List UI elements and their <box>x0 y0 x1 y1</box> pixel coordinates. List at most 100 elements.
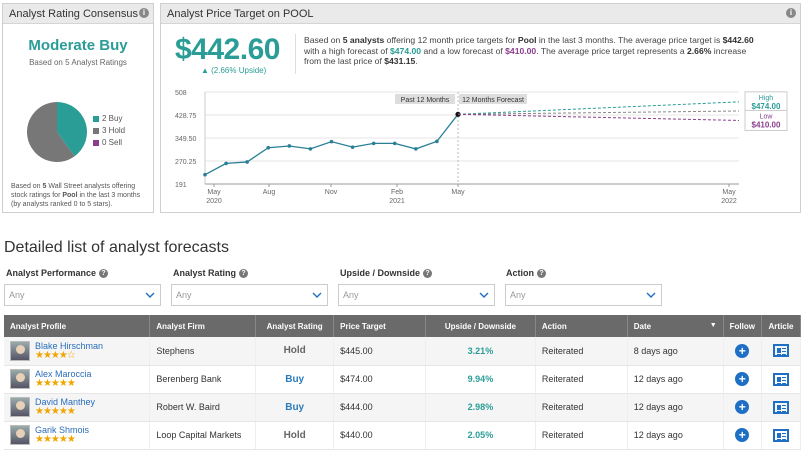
y-tick-label: 508 <box>175 90 187 97</box>
price-target-panel: Analyst Price Target on POOL i $442.60 ▲… <box>160 3 801 213</box>
cell-upside: 2.98% <box>425 393 536 422</box>
cell-profile: Blake Hirschman ★★★★☆ <box>4 337 151 366</box>
desc-last-price: $431.15 <box>384 56 416 66</box>
article-icon[interactable] <box>772 344 789 358</box>
footnote-text-2: Wall Street analysts offering stock rati… <box>11 183 136 199</box>
cell-profile: David Manthey ★★★★★ <box>4 393 151 422</box>
article-icon[interactable] <box>772 372 789 386</box>
filter-label-action: Action? <box>506 268 546 278</box>
avatar[interactable] <box>10 369 30 389</box>
col-upside-downside[interactable]: Upside / Downside <box>425 315 536 337</box>
forecast-low-line <box>457 113 740 121</box>
cell-upside: 2.05% <box>425 421 536 450</box>
filter-select-performance[interactable]: Any <box>4 284 161 306</box>
footnote-text-3: in the last 3 months (by analysts ranked… <box>11 192 141 208</box>
desc-text: . The average price target represents a <box>536 45 688 56</box>
x-tick-label: Aug <box>263 189 276 196</box>
follow-plus-icon[interactable]: + <box>735 343 750 358</box>
legend-swatch-sell <box>93 139 99 146</box>
cell-rating: Hold <box>255 337 335 366</box>
filter-value: Any <box>176 290 192 300</box>
cell-profile: Garik Shmois ★★★★★ <box>4 421 151 450</box>
desc-text: in the last 3 months. The average price … <box>536 35 723 45</box>
col-price-target[interactable]: Price Target <box>333 315 427 337</box>
cell-date: 12 days ago <box>627 393 724 422</box>
forecast-average-line <box>457 110 740 115</box>
cell-date: 12 days ago <box>627 421 724 450</box>
col-analyst-profile[interactable]: Analyst Profile <box>4 315 151 337</box>
x-tick-label: May <box>722 189 736 196</box>
cell-follow: + <box>723 421 762 450</box>
price-point <box>329 139 334 144</box>
col-analyst-firm[interactable]: Analyst Firm <box>149 315 257 337</box>
desc-low: $410.00 <box>505 45 537 56</box>
follow-plus-icon[interactable]: + <box>735 400 750 414</box>
cell-date: 8 days ago <box>627 337 724 366</box>
upside-value: 9.94% <box>467 374 494 384</box>
rating-badge: Buy <box>285 401 305 413</box>
col-date-label: Date <box>633 321 652 331</box>
price-point <box>245 160 249 164</box>
col-date[interactable]: Date ▼ <box>627 315 724 337</box>
help-icon[interactable]: ? <box>423 269 433 278</box>
star-rating-icon: ★★★★★ <box>35 378 76 389</box>
cell-action: Reiterated <box>535 421 628 450</box>
cell-firm: Stephens <box>149 337 257 366</box>
filter-select-action[interactable]: Any <box>505 284 662 306</box>
price-point <box>308 147 313 151</box>
analyst-name-link[interactable]: Alex Maroccia <box>35 369 92 379</box>
high-tag-value: $474.00 <box>752 102 781 111</box>
info-icon[interactable]: i <box>786 8 796 18</box>
filter-select-upside[interactable]: Any <box>338 284 495 306</box>
average-price-target: $442.60 <box>175 33 280 66</box>
forecast-period-label: 12 Months Forecast <box>462 97 524 104</box>
cell-action: Reiterated <box>535 393 628 422</box>
col-analyst-rating[interactable]: Analyst Rating <box>255 315 335 337</box>
cell-follow: + <box>723 393 762 422</box>
filter-label-text: Analyst Rating <box>173 268 237 278</box>
past-label-bg <box>395 94 455 104</box>
low-tag-label: Low <box>760 113 774 120</box>
filter-value: Any <box>9 290 25 300</box>
x-tick-label: Feb <box>391 189 403 196</box>
analyst-info: Garik Shmois ★★★★★ <box>35 425 89 445</box>
follow-plus-icon[interactable]: + <box>735 372 750 386</box>
rating-badge: Hold <box>283 429 306 441</box>
legend-label-hold: 3 Hold <box>102 126 126 135</box>
avatar[interactable] <box>10 397 30 417</box>
price-target-header: Analyst Price Target on POOL i <box>161 4 800 24</box>
price-point <box>203 172 207 177</box>
legend-swatch-hold <box>93 127 99 134</box>
y-tick-label: 191 <box>175 182 187 189</box>
desc-high: $474.00 <box>389 45 422 56</box>
table-row: Alex Maroccia ★★★★★ Berenberg Bank Buy $… <box>4 365 802 394</box>
article-icon[interactable] <box>772 400 789 414</box>
upside-value: 2.98% <box>467 402 494 412</box>
avatar[interactable] <box>10 340 30 361</box>
analyst-name-link[interactable]: David Manthey <box>35 397 96 407</box>
col-action[interactable]: Action <box>535 315 628 337</box>
desc-percent: 2.66% <box>687 45 712 56</box>
consensus-subtitle: Based on 5 Analyst Ratings <box>29 58 127 67</box>
help-icon[interactable]: ? <box>537 269 546 278</box>
sort-desc-icon: ▼ <box>709 321 717 329</box>
article-icon[interactable] <box>772 428 789 442</box>
analyst-profile: Blake Hirschman ★★★★☆ <box>10 340 143 361</box>
desc-ticker: Pool <box>517 35 537 45</box>
avatar[interactable] <box>10 425 30 445</box>
footnote-ticker: Pool <box>62 192 78 199</box>
cell-article <box>761 393 802 422</box>
pie-slice-hold <box>27 102 75 162</box>
cell-profile: Alex Maroccia ★★★★★ <box>4 365 151 394</box>
y-tick-label: 428.75 <box>175 113 197 120</box>
filter-select-rating[interactable]: Any <box>171 284 328 306</box>
info-icon[interactable]: i <box>139 8 149 18</box>
help-icon[interactable]: ? <box>99 269 109 278</box>
upside-percent: ▲ (2.66% Upside) <box>201 66 267 75</box>
cell-rating: Buy <box>255 393 335 422</box>
analyst-name-link[interactable]: Blake Hirschman <box>35 340 104 351</box>
follow-plus-icon[interactable]: + <box>735 428 750 442</box>
desc-text: and a low forecast of <box>421 45 506 56</box>
help-icon[interactable]: ? <box>239 269 249 278</box>
analyst-name-link[interactable]: Garik Shmois <box>35 425 90 435</box>
